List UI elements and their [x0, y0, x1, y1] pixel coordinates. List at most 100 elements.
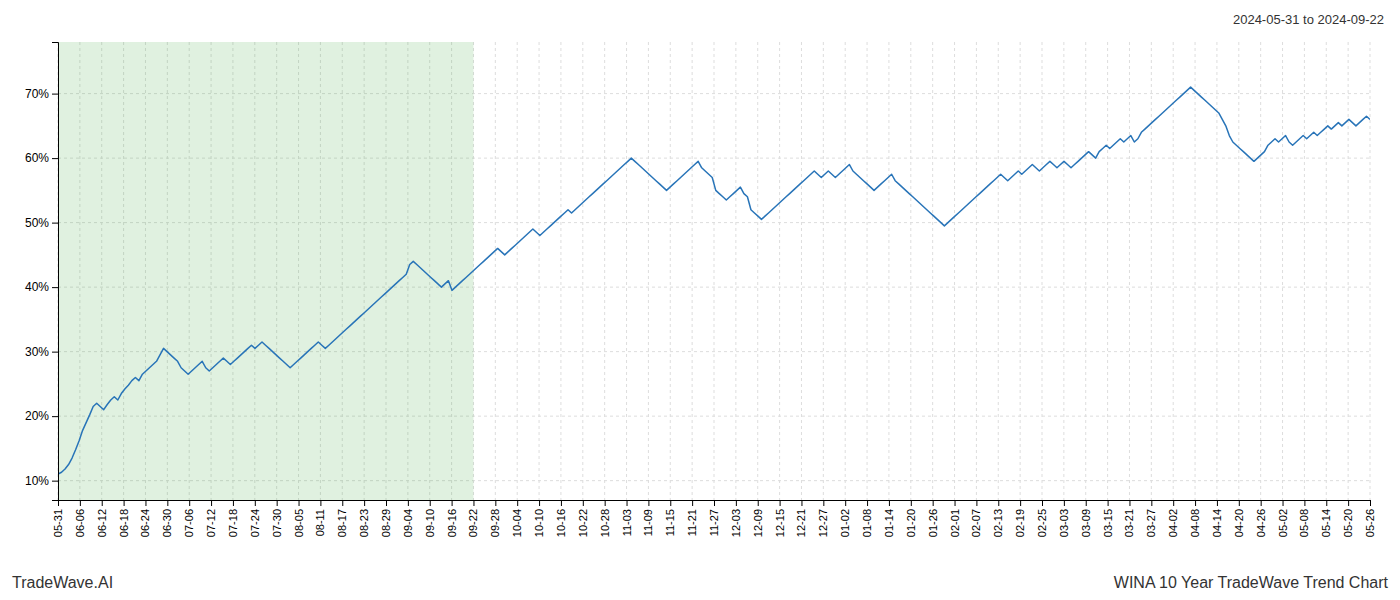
x-tick-label: 05-08	[1298, 509, 1310, 537]
x-tick-label: 03-27	[1145, 509, 1157, 537]
x-tick: 03-21	[1123, 500, 1135, 537]
y-tick-label: 10%	[25, 474, 49, 488]
grid-line-x	[626, 42, 627, 500]
grid-line-x	[692, 42, 693, 500]
grid-line-x	[582, 42, 583, 500]
x-tick: 02-25	[1036, 500, 1048, 537]
grid-line-x	[1107, 42, 1108, 500]
x-tick-mark	[211, 500, 212, 506]
x-tick-mark	[364, 500, 365, 506]
x-tick-label: 07-12	[205, 509, 217, 537]
x-tick-mark	[714, 500, 715, 506]
x-tick: 09-22	[467, 500, 479, 537]
x-tick: 08-29	[380, 500, 392, 537]
x-tick-mark	[1064, 500, 1065, 506]
grid-line-x	[757, 42, 758, 500]
x-tick: 06-18	[118, 500, 130, 537]
grid-line-x	[714, 42, 715, 500]
x-tick: 09-04	[402, 500, 414, 537]
x-tick: 07-30	[271, 500, 283, 537]
grid-line-x	[976, 42, 977, 500]
x-tick-mark	[605, 500, 606, 506]
x-tick-mark	[320, 500, 321, 506]
x-tick: 10-16	[555, 500, 567, 537]
x-tick-label: 04-14	[1211, 509, 1223, 537]
x-tick-label: 03-03	[1058, 509, 1070, 537]
x-tick-label: 09-10	[424, 509, 436, 537]
y-tick-label: 70%	[25, 87, 49, 101]
x-tick-label: 02-19	[1014, 509, 1026, 537]
x-tick-label: 11-03	[621, 509, 633, 536]
x-tick-mark	[277, 500, 278, 506]
x-tick-label: 03-15	[1102, 509, 1114, 537]
x-tick-mark	[124, 500, 125, 506]
x-tick-label: 04-08	[1189, 509, 1201, 537]
x-tick-label: 05-31	[52, 509, 64, 537]
x-tick-mark	[583, 500, 584, 506]
x-tick-mark	[736, 500, 737, 506]
x-tick-mark	[1173, 500, 1174, 506]
x-tick-mark	[670, 500, 671, 506]
grid-line-x	[1282, 42, 1283, 500]
x-tick-mark	[342, 500, 343, 506]
x-tick: 01-02	[839, 500, 851, 537]
x-tick-label: 08-17	[336, 509, 348, 537]
x-tick-label: 03-21	[1123, 509, 1135, 537]
x-tick-mark	[430, 500, 431, 506]
x-tick-label: 12-15	[774, 509, 786, 537]
x-tick-label: 06-18	[118, 509, 130, 537]
annotation: TradeWave.AI	[12, 574, 113, 591]
line	[58, 87, 1370, 474]
x-tick: 12-21	[795, 500, 807, 537]
x-tick: 06-12	[96, 500, 108, 537]
grid	[58, 42, 1370, 500]
x-tick-label: 08-23	[358, 509, 370, 537]
x-tick-mark	[780, 500, 781, 506]
grid-line-x	[560, 42, 561, 500]
x-tick-mark	[955, 500, 956, 506]
y-tick: 50%	[25, 216, 58, 230]
x-tick-label: 09-16	[446, 509, 458, 537]
x-tick-mark	[1239, 500, 1240, 506]
grid-line-x	[1195, 42, 1196, 500]
x-tick-label: 07-18	[227, 509, 239, 537]
x-tick-mark	[452, 500, 453, 506]
x-tick-mark	[911, 500, 912, 506]
x-tick-mark	[189, 500, 190, 506]
x-tick-label: 01-08	[861, 509, 873, 537]
x-tick-label: 04-26	[1255, 509, 1267, 537]
x-tick-mark	[1086, 500, 1087, 506]
x-tick: 01-14	[883, 500, 895, 537]
x-tick: 04-20	[1233, 500, 1245, 537]
y-tick-mark	[52, 416, 58, 417]
x-tick-label: 02-01	[949, 509, 961, 537]
grid-line-x	[1260, 42, 1261, 500]
x-tick-mark	[539, 500, 540, 506]
y-tick: 20%	[25, 409, 58, 423]
x-tick-label: 02-13	[992, 509, 1004, 537]
x-tick-mark	[933, 500, 934, 506]
x-tick: 08-17	[336, 500, 348, 537]
x-tick: 07-18	[227, 500, 239, 537]
x-tick-mark	[692, 500, 693, 506]
x-tick-mark	[517, 500, 518, 506]
x-tick: 10-10	[533, 500, 545, 537]
x-tick: 03-15	[1102, 500, 1114, 537]
x-tick: 05-26	[1364, 500, 1376, 537]
x-tick-label: 10-10	[533, 509, 545, 537]
x-tick: 11-27	[708, 500, 720, 536]
grid-line-x	[604, 42, 605, 500]
grid-line-x	[539, 42, 540, 500]
x-tick-mark	[998, 500, 999, 506]
x-tick-mark	[1261, 500, 1262, 506]
x-tick: 01-08	[861, 500, 873, 537]
x-tick: 09-16	[446, 500, 458, 537]
x-tick-label: 05-26	[1364, 509, 1376, 537]
x-tick-mark	[1217, 500, 1218, 506]
x-tick-mark	[627, 500, 628, 506]
x-tick: 04-08	[1189, 500, 1201, 537]
x-tick: 10-04	[511, 500, 523, 537]
x-tick: 02-07	[970, 500, 982, 537]
x-tick-label: 06-30	[161, 509, 173, 537]
x-tick-mark	[386, 500, 387, 506]
